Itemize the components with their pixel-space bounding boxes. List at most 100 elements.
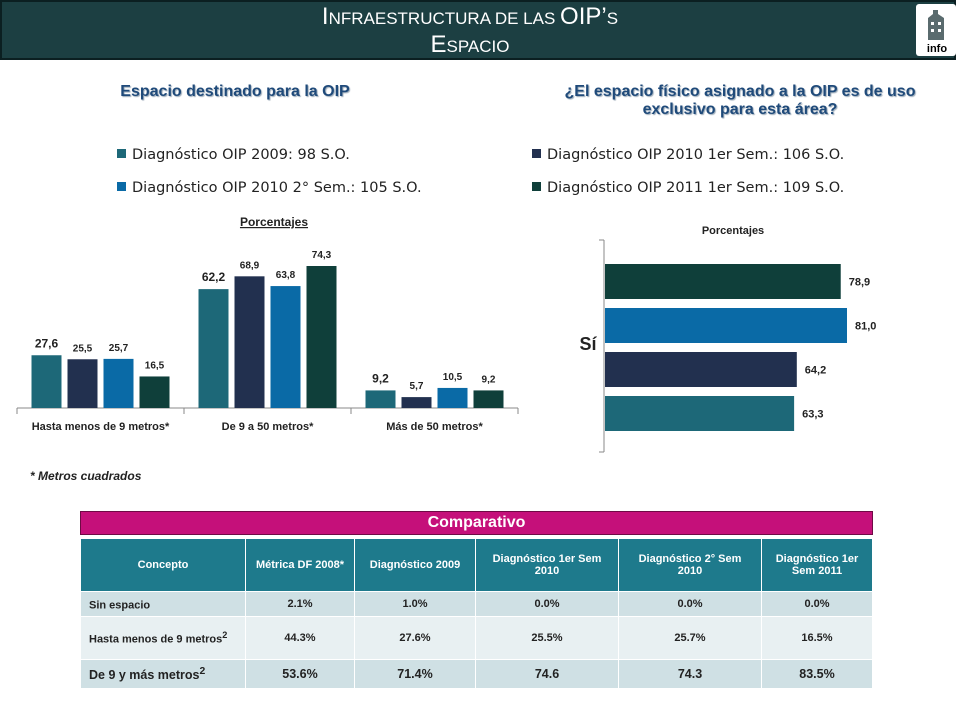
data-label: 68,9 — [240, 260, 260, 271]
col-2010-1: Diagnóstico 1er Sem 2010 — [475, 538, 619, 592]
concept-sup: 2 — [199, 665, 206, 677]
cell: 0.0% — [618, 591, 762, 617]
bar — [437, 387, 468, 408]
legend-item-2011-1: Diagnóstico OIP 2011 1er Sem.: 109 S.O. — [532, 180, 844, 196]
cell: 25.7% — [618, 616, 762, 660]
subtitle-initial: E — [430, 31, 447, 58]
info-logo — [916, 4, 956, 56]
cell: 25.5% — [475, 616, 619, 660]
cell: 53.6% — [245, 659, 355, 689]
cell: 44.3% — [245, 616, 355, 660]
row-concept: Sin espacio — [80, 591, 246, 617]
left-subtitle: Espacio destinado para la OIP — [120, 83, 350, 100]
legend-swatch — [532, 149, 541, 158]
bar — [31, 355, 62, 408]
bar — [103, 358, 134, 408]
right-subtitle-line2: exclusivo para esta área? — [642, 101, 838, 118]
table-row: Sin espacio 2.1% 1.0% 0.0% 0.0% 0.0% — [80, 591, 873, 617]
concept-text: De 9 y más metros — [89, 668, 200, 683]
title-suffix: S — [606, 9, 619, 28]
bar — [365, 390, 396, 408]
x-tick-label: De 9 a 50 metros* — [222, 421, 314, 433]
concept-text: Hasta menos de 9 metros — [89, 633, 223, 646]
col-2009: Diagnóstico 2009 — [354, 538, 476, 592]
col-2010-2: Diagnóstico 2° Sem 2010 — [618, 538, 762, 592]
y-tick-label: Sí — [579, 334, 597, 354]
col-2011-1: Diagnóstico 1er Sem 2011 — [761, 538, 873, 592]
data-label: 63,8 — [276, 270, 296, 281]
bar — [198, 289, 229, 408]
data-label: 78,9 — [849, 277, 870, 289]
cell: 0.0% — [475, 591, 619, 617]
legend-label: Diagnóstico OIP 2010 1er Sem.: 106 S.O. — [547, 147, 845, 163]
cell: 1.0% — [354, 591, 476, 617]
data-label: 25,7 — [109, 343, 129, 354]
cell: 71.4% — [354, 659, 476, 689]
chart-title: Porcentajes — [702, 225, 764, 237]
data-label: 27,6 — [35, 336, 59, 350]
data-label: 25,5 — [73, 343, 93, 354]
bar — [306, 266, 337, 408]
chart-title: Porcentajes — [240, 215, 308, 229]
comparativo-header: Comparativo — [80, 511, 873, 535]
data-label: 64,2 — [805, 365, 826, 377]
legend-item-2010-2: Diagnóstico OIP 2010 2° Sem.: 105 S.O. — [117, 180, 422, 196]
title-oip: OIP’ — [560, 3, 607, 30]
concept-text: Sin espacio — [89, 599, 151, 612]
cell: 0.0% — [761, 591, 873, 617]
cell: 83.5% — [761, 659, 873, 689]
data-label: 9,2 — [482, 374, 496, 385]
row-concept: De 9 y más metros2 — [80, 659, 246, 689]
bar — [67, 359, 98, 408]
legend-item-2010-1: Diagnóstico OIP 2010 1er Sem.: 106 S.O. — [532, 147, 844, 163]
bar — [139, 376, 170, 408]
data-label: 74,3 — [312, 250, 332, 261]
legend-label: Diagnóstico OIP 2010 2° Sem.: 105 S.O. — [132, 180, 422, 196]
legend-label: Diagnóstico OIP 2011 1er Sem.: 109 S.O. — [547, 180, 845, 196]
col-metrica: Métrica DF 2008* — [245, 538, 355, 592]
footnote: * Metros cuadrados — [30, 469, 142, 483]
bar — [401, 397, 432, 408]
table-header-row: Concepto Métrica DF 2008* Diagnóstico 20… — [80, 538, 873, 592]
data-label: 5,7 — [410, 381, 424, 392]
comparativo-table: Concepto Métrica DF 2008* Diagnóstico 20… — [80, 538, 873, 689]
page-title: INFRAESTRUCTURA DE LAS OIP’S ESPACIO — [0, 4, 940, 60]
bar — [605, 352, 797, 387]
title-initial: I — [321, 3, 329, 30]
right-subtitle-line1: ¿El espacio físico asignado a la OIP es … — [564, 83, 916, 100]
bar — [605, 264, 841, 299]
cell: 27.6% — [354, 616, 476, 660]
row-concept: Hasta menos de 9 metros2 — [80, 616, 246, 660]
data-label: 10,5 — [443, 372, 463, 383]
table-row: De 9 y más metros2 53.6% 71.4% 74.6 74.3… — [80, 659, 873, 689]
logo-text: info — [926, 43, 948, 55]
legend-label: Diagnóstico OIP 2009: 98 S.O. — [132, 147, 350, 163]
title-text: NFRAESTRUCTURA DE LAS — [328, 9, 561, 28]
legend-swatch — [117, 182, 126, 191]
bar — [234, 276, 265, 408]
cell: 74.6 — [475, 659, 619, 689]
concept-sup: 2 — [222, 630, 228, 641]
bar — [605, 396, 795, 431]
x-tick-label: Más de 50 metros* — [386, 421, 483, 433]
bar — [473, 390, 504, 408]
subtitle-text: SPACIO — [446, 37, 510, 56]
data-label: 62,2 — [202, 270, 226, 284]
col-concepto: Concepto — [80, 538, 246, 592]
city-emblem-icon — [928, 10, 944, 40]
legend-item-2009: Diagnóstico OIP 2009: 98 S.O. — [117, 147, 350, 163]
cell: 16.5% — [761, 616, 873, 660]
table-row: Hasta menos de 9 metros2 44.3% 27.6% 25.… — [80, 616, 873, 660]
data-label: 81,0 — [855, 321, 876, 333]
cell: 2.1% — [245, 591, 355, 617]
x-tick-label: Hasta menos de 9 metros* — [32, 421, 170, 433]
cell: 74.3 — [618, 659, 762, 689]
right-subtitle: ¿El espacio físico asignado a la OIP es … — [510, 83, 960, 119]
data-label: 16,5 — [145, 360, 165, 371]
legend-swatch — [117, 149, 126, 158]
bar — [270, 286, 301, 408]
data-label: 63,3 — [802, 409, 823, 421]
legend-swatch — [532, 182, 541, 191]
